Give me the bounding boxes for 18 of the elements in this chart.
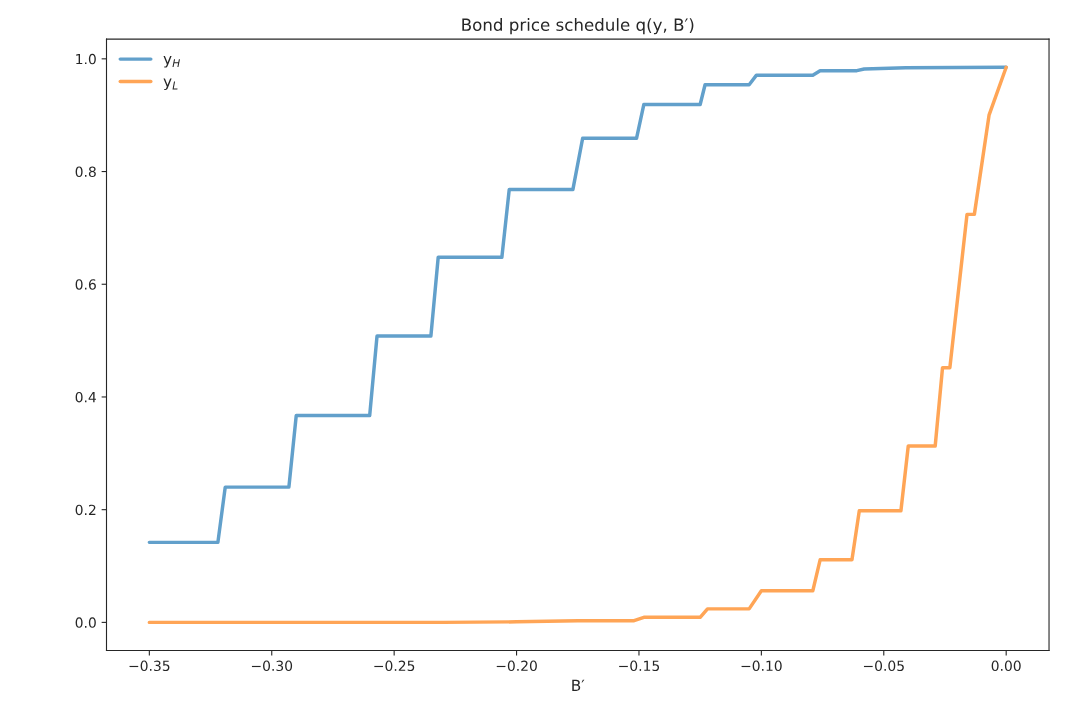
x-tick-label: −0.20 (496, 660, 537, 672)
x-tick-label: 0.00 (991, 660, 1021, 672)
x-tick-label: −0.15 (619, 660, 660, 672)
y-tick-label: 0.6 (75, 279, 96, 290)
y-tick-label: 0.2 (75, 504, 96, 516)
legend-label: y$_{H}$ (163, 56, 180, 68)
y-tick-label: 1.0 (76, 53, 96, 65)
chart-title: Bond price schedule q(y, B′) (462, 18, 694, 35)
x-tick-label: −0.05 (863, 660, 904, 672)
x-tick-label: −0.10 (741, 660, 782, 672)
y-tick-label: 0.0 (75, 617, 96, 628)
x-tick-label: −0.35 (129, 660, 170, 672)
x-tick-label: −0.25 (374, 660, 415, 672)
y-tick-label: 0.4 (75, 391, 96, 403)
x-axis-title: B′ (572, 679, 585, 691)
x-tick-label: −0.30 (251, 660, 293, 672)
legend-label: y$_{L}$ (163, 78, 178, 91)
y-tick-label: 0.8 (75, 166, 96, 178)
